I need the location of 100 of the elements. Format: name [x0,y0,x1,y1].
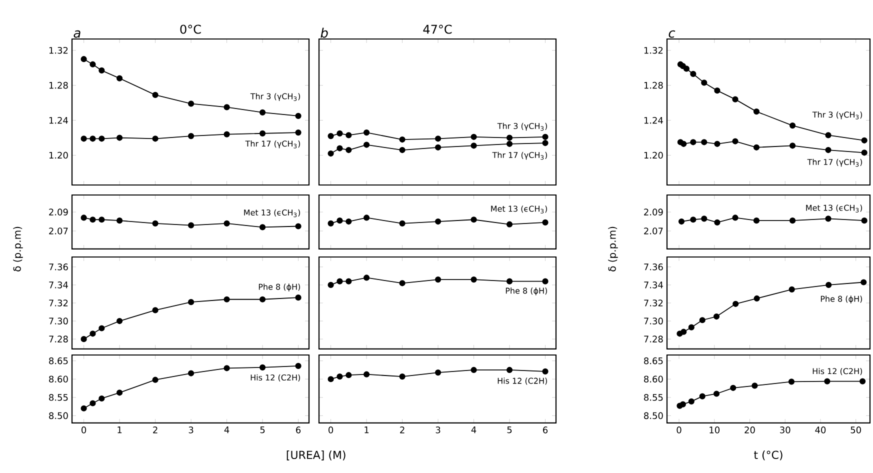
point [399,146,406,154]
point [116,134,123,141]
point [542,134,548,140]
y-tick-label: 8.65 [644,357,663,364]
point [328,150,334,157]
point [680,328,687,335]
point [542,140,548,146]
point [98,67,105,74]
point [363,274,370,281]
point [259,364,266,370]
point [224,131,230,138]
point [680,140,687,147]
y-tick-label: 2.07 [49,228,68,234]
point [346,146,352,154]
point [688,398,694,404]
point [295,129,302,136]
point [224,104,230,110]
point [506,221,513,228]
point [116,75,123,82]
point [732,96,738,102]
point [824,378,830,384]
point [434,144,442,150]
point [336,145,343,152]
point [470,134,477,140]
x-tick-label: 4 [471,426,476,434]
point [713,313,720,320]
x-tick-label: 2 [400,426,404,434]
point [680,401,686,408]
chart-title: b [320,28,328,38]
y-tick-label: 7.36 [644,264,663,270]
y-tick-label: 7.30 [49,318,68,324]
x-tick-label: 0 [676,426,682,434]
point [259,296,266,302]
point [152,92,158,98]
point [470,216,477,223]
point [328,220,334,226]
point [90,400,96,406]
y-tick-label: 8.50 [49,412,68,420]
point [328,132,334,140]
point [328,376,334,382]
point [116,318,123,324]
point [116,390,123,396]
point [295,223,302,230]
point [399,374,406,380]
x-tick-label: 5 [507,426,512,434]
x-tick-label: 40 [815,426,826,434]
chart-title: a [74,30,80,38]
y-tick-label: 1.20 [49,152,68,159]
x-axis-title: [UREA] (M) [286,450,346,460]
point [506,140,513,147]
point [80,336,87,342]
x-tick-label: 10 [710,426,720,434]
x-tick-label: 5 [260,426,265,434]
point [860,279,867,286]
x-tick-label: 6 [296,426,301,434]
point [152,136,158,142]
point [188,370,194,376]
y-axis-title: δ (p.p.m) [13,226,23,272]
series-label: Thr 17 (γCH$_{3}$) [807,158,862,167]
point [434,218,442,225]
y-axis-title: δ (p.p.m) [608,226,618,272]
point [732,138,738,144]
point [470,276,477,283]
series-label: Thr 3 (γCH$_{3}$) [250,93,300,101]
point [860,378,866,384]
point [90,330,96,337]
point [470,142,477,149]
y-tick-label: 7.32 [644,300,663,306]
point [688,324,694,330]
x-tick-label: 50 [850,426,861,434]
point [188,222,194,228]
point [789,142,796,149]
point [90,136,96,142]
point [295,362,302,370]
point [861,137,868,144]
y-tick-label: 7.30 [644,318,663,324]
series-label: Phe 8 (ϕH) [258,284,300,292]
series-label: His 12 (C2H) [498,378,547,385]
x-tick-label: 1 [364,426,369,434]
point [295,112,302,119]
point [336,374,343,380]
y-tick-label: 8.60 [644,376,663,383]
series-label: Thr 3 (γCH$_{3}$) [497,122,548,131]
point [399,280,406,286]
point [788,286,795,293]
y-tick-label: 2.09 [644,208,663,216]
point [80,214,87,221]
point [470,366,477,374]
x-tick-label: 1 [118,426,122,434]
point [328,282,334,288]
series-label: Thr 17 (γCH$_{3}$) [492,152,548,160]
point [98,395,105,402]
x-tick-label: 0 [82,426,86,434]
point [713,390,720,397]
y-tick-label: 7.28 [49,336,68,342]
point [188,132,194,140]
point [861,150,868,156]
chart-subtitle: 0°C [180,24,201,34]
y-tick-label: 1.28 [644,82,663,89]
point [336,218,343,224]
